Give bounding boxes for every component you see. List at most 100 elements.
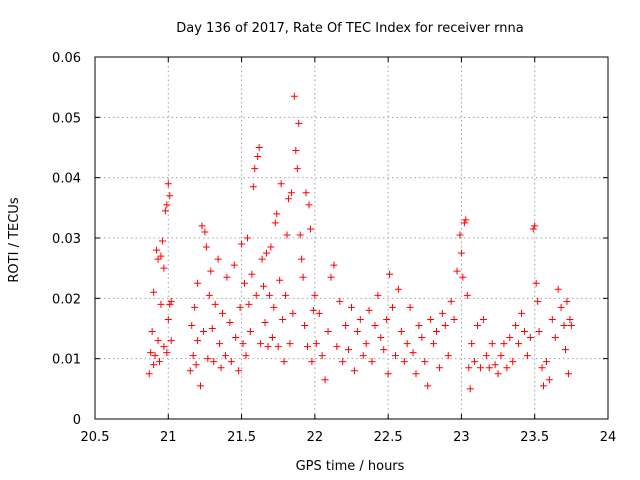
data-point bbox=[380, 346, 388, 354]
data-point bbox=[204, 355, 212, 363]
data-point bbox=[433, 328, 441, 336]
data-point bbox=[217, 364, 225, 372]
data-point bbox=[427, 315, 435, 323]
data-point bbox=[239, 340, 247, 348]
data-point bbox=[359, 352, 367, 360]
data-point bbox=[312, 340, 320, 348]
data-point bbox=[238, 240, 246, 248]
data-point bbox=[155, 358, 163, 366]
data-point bbox=[557, 303, 565, 311]
data-point bbox=[194, 279, 202, 287]
data-point bbox=[365, 306, 373, 314]
data-point bbox=[166, 192, 174, 200]
data-point bbox=[283, 231, 291, 239]
data-point bbox=[548, 315, 556, 323]
x-tick-label: 24 bbox=[600, 430, 617, 445]
data-point bbox=[167, 297, 175, 305]
data-point bbox=[301, 321, 309, 329]
data-points bbox=[145, 92, 575, 393]
y-tick-label: 0 bbox=[73, 413, 81, 428]
data-point bbox=[282, 291, 290, 299]
y-tick-label: 0.04 bbox=[52, 172, 81, 187]
data-point bbox=[249, 183, 257, 191]
data-point bbox=[276, 276, 284, 284]
y-tick-label: 0.06 bbox=[52, 51, 81, 66]
data-point bbox=[485, 364, 493, 372]
data-point bbox=[333, 343, 341, 351]
data-point bbox=[295, 119, 303, 127]
data-point bbox=[153, 246, 161, 254]
data-point bbox=[339, 358, 347, 366]
data-point bbox=[208, 325, 216, 332]
data-point bbox=[289, 309, 297, 317]
data-point bbox=[188, 321, 196, 329]
data-point bbox=[564, 370, 572, 378]
data-point bbox=[424, 382, 432, 390]
data-point bbox=[515, 340, 523, 348]
data-point bbox=[342, 321, 350, 329]
data-point bbox=[258, 255, 266, 263]
data-point bbox=[356, 315, 364, 323]
data-point bbox=[520, 328, 528, 336]
data-point bbox=[421, 358, 429, 366]
x-tick-label: 22.5 bbox=[374, 430, 403, 445]
data-point bbox=[221, 352, 229, 360]
data-point bbox=[164, 315, 172, 323]
data-point bbox=[479, 315, 487, 323]
data-point bbox=[500, 340, 508, 348]
data-point bbox=[391, 352, 399, 360]
y-tick-label: 0.05 bbox=[52, 111, 81, 126]
data-point bbox=[260, 282, 268, 290]
chart-title: Day 136 of 2017, Rate Of TEC Index for r… bbox=[176, 21, 523, 36]
data-point bbox=[371, 321, 379, 329]
x-tick-label: 23.5 bbox=[520, 430, 549, 445]
data-point bbox=[315, 309, 323, 317]
data-point bbox=[161, 207, 169, 215]
data-point bbox=[287, 189, 295, 197]
data-point bbox=[330, 261, 338, 269]
data-point bbox=[348, 303, 355, 311]
data-point bbox=[286, 340, 294, 348]
data-point bbox=[468, 340, 476, 348]
data-point bbox=[191, 303, 199, 311]
x-tick-label: 20.5 bbox=[81, 430, 110, 445]
data-point bbox=[236, 303, 244, 311]
data-point bbox=[158, 237, 166, 245]
data-point bbox=[400, 358, 408, 366]
data-point bbox=[560, 321, 568, 329]
data-point bbox=[273, 210, 281, 218]
data-point bbox=[205, 291, 213, 299]
data-point bbox=[167, 337, 175, 345]
data-point bbox=[518, 309, 526, 317]
y-tick-label: 0.01 bbox=[52, 353, 81, 368]
data-point bbox=[166, 300, 174, 308]
data-point bbox=[438, 309, 446, 317]
data-point bbox=[270, 303, 278, 311]
data-point bbox=[523, 352, 531, 360]
data-point bbox=[251, 165, 259, 173]
data-point bbox=[163, 201, 171, 209]
y-tick-label: 0.03 bbox=[52, 232, 81, 247]
data-point bbox=[194, 337, 202, 345]
data-point bbox=[308, 358, 316, 366]
data-point bbox=[242, 352, 250, 360]
data-point bbox=[353, 328, 361, 336]
data-point bbox=[277, 180, 285, 188]
data-point bbox=[474, 321, 482, 329]
data-point bbox=[245, 300, 253, 308]
data-point bbox=[298, 255, 306, 263]
data-point bbox=[534, 297, 542, 305]
data-point bbox=[226, 318, 234, 326]
data-point bbox=[535, 328, 543, 336]
data-point bbox=[293, 165, 301, 173]
data-point bbox=[202, 243, 210, 251]
data-point bbox=[476, 364, 484, 372]
data-point bbox=[157, 300, 165, 308]
x-axis-title: GPS time / hours bbox=[296, 459, 405, 474]
data-point bbox=[488, 340, 496, 348]
data-point bbox=[197, 382, 205, 390]
data-point bbox=[336, 297, 344, 305]
data-point bbox=[201, 228, 209, 236]
data-point bbox=[412, 370, 420, 378]
